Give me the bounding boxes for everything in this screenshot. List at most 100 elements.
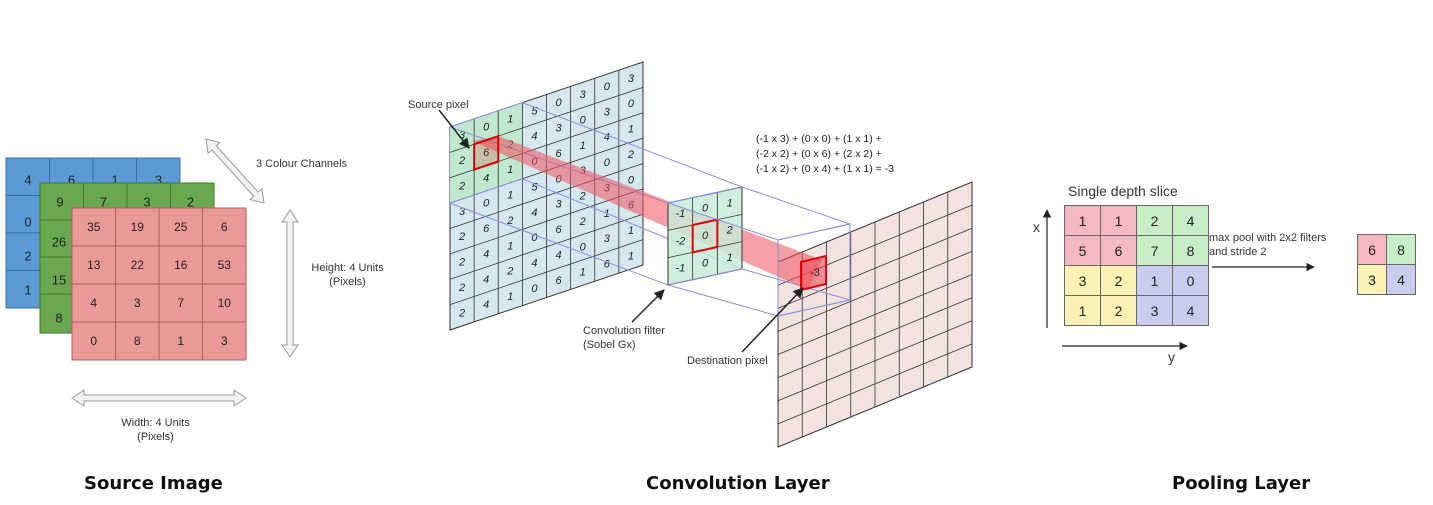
source-cell: 4 xyxy=(531,207,537,219)
source-cell: 0 xyxy=(483,198,490,210)
width-arrow xyxy=(71,389,247,407)
green-cell: 9 xyxy=(56,195,63,210)
red-cell: 10 xyxy=(218,296,232,310)
source-cell: 1 xyxy=(507,164,513,176)
filter-cell: 1 xyxy=(727,252,733,264)
filter-cell: 0 xyxy=(702,257,709,269)
source-cell: 0 xyxy=(628,174,635,186)
green-cell: 26 xyxy=(52,235,66,250)
source-cell: 5 xyxy=(531,181,538,193)
source-cell: 2 xyxy=(458,155,465,167)
source-cell: 3 xyxy=(604,106,611,118)
filter-cell: 1 xyxy=(727,197,733,209)
equation-line-1: (-1 x 3) + (0 x 0) + (1 x 1) + xyxy=(756,133,882,145)
maxpool-label-line1: max pool with 2x2 filters xyxy=(1209,232,1327,244)
source-cell: 6 xyxy=(556,224,563,236)
channels-arrow xyxy=(205,138,265,204)
pool-input-cell: 1 xyxy=(1136,265,1173,296)
source-cell: 3 xyxy=(459,206,466,218)
source-highlight-region xyxy=(450,102,523,204)
pool-input-cell: 4 xyxy=(1172,295,1209,326)
source-cell: 4 xyxy=(483,248,489,260)
filter-cell: -1 xyxy=(675,263,685,275)
red-cell: 4 xyxy=(90,296,97,310)
source-cell: 1 xyxy=(628,250,634,262)
source-cell: 0 xyxy=(531,232,538,244)
equation-line-2: (-2 x 2) + (0 x 6) + (2 x 2) + xyxy=(756,148,882,160)
red-cell: 16 xyxy=(174,258,188,272)
red-cell: 0 xyxy=(90,334,97,348)
destination-pixel xyxy=(800,254,827,292)
red-cell: 13 xyxy=(87,258,101,272)
source-cell: 1 xyxy=(507,291,513,303)
source-cell: 0 xyxy=(580,241,587,253)
green-cell: 2 xyxy=(187,195,194,210)
source-cell: 2 xyxy=(579,191,586,203)
pool-output-cell: 3 xyxy=(1357,264,1387,295)
projection-frame xyxy=(667,268,851,317)
source-cell: 4 xyxy=(483,299,489,311)
pool-input-cell: 0 xyxy=(1172,265,1209,296)
pool-input-cell: 2 xyxy=(1136,205,1173,236)
pool-input-cell: 2 xyxy=(1100,265,1137,296)
destination-grid-line xyxy=(777,251,973,332)
pool-input-cell: 3 xyxy=(1064,265,1101,296)
height-label-line1: Height: 4 Units xyxy=(311,262,384,274)
filter-cell: 2 xyxy=(726,225,733,237)
green-cell: 8 xyxy=(55,311,62,326)
source-cell: 0 xyxy=(604,157,611,169)
source-cell: 3 xyxy=(556,199,563,211)
width-label: Width: 4 Units (Pixels) xyxy=(108,416,203,444)
destination-value: -3 xyxy=(810,267,820,279)
source-cell: 6 xyxy=(483,223,490,235)
filter-cell: 0 xyxy=(702,230,709,242)
source-pixel-label: Source pixel xyxy=(408,99,469,111)
source-grid-line xyxy=(449,213,644,280)
red-cell: 25 xyxy=(174,220,188,234)
width-label-line2: (Pixels) xyxy=(137,431,174,443)
source-cell: 2 xyxy=(458,180,465,192)
red-cell: 7 xyxy=(177,296,184,310)
x-axis-label: x xyxy=(1033,219,1040,235)
source-cell: 1 xyxy=(580,267,586,279)
source-cell: 3 xyxy=(556,123,563,135)
source-cell: 4 xyxy=(604,132,610,144)
red-cell: 22 xyxy=(131,258,145,272)
source-cell: 2 xyxy=(458,282,465,294)
pool-input-cell: 1 xyxy=(1064,295,1101,326)
source-cell: 6 xyxy=(556,148,563,160)
filter-label-line2: (Sobel Gx) xyxy=(583,339,636,351)
source-cell: 1 xyxy=(507,190,513,202)
source-cell: 6 xyxy=(604,259,611,271)
maxpool-label-line2: and stride 2 xyxy=(1209,246,1267,258)
source-image-title: Source Image xyxy=(84,473,223,494)
red-cell: 35 xyxy=(87,220,101,234)
pool-output-cell: 6 xyxy=(1357,234,1387,265)
source-cell: 4 xyxy=(531,131,537,143)
blue-cell: 0 xyxy=(24,215,31,230)
source-cell: 0 xyxy=(628,98,635,110)
source-cell: 0 xyxy=(604,81,611,93)
destination-pixel-pointer xyxy=(741,287,804,353)
source-grid-line xyxy=(449,163,644,229)
pool-input-cell: 6 xyxy=(1100,235,1137,266)
source-cell: 3 xyxy=(459,130,466,142)
convolution-layer-title: Convolution Layer xyxy=(646,473,830,494)
filter-cell: -1 xyxy=(675,208,685,220)
pool-input-cell: 3 xyxy=(1136,295,1173,326)
green-cell: 3 xyxy=(143,195,150,210)
width-label-line1: Width: 4 Units xyxy=(121,417,190,429)
destination-pixel-label: Destination pixel xyxy=(687,355,768,367)
pool-input-cell: 2 xyxy=(1100,295,1137,326)
red-cell: 3 xyxy=(134,296,141,310)
source-cell: 4 xyxy=(483,172,489,184)
source-cell: 4 xyxy=(531,258,537,270)
height-arrow xyxy=(281,209,299,358)
red-cell: 6 xyxy=(221,220,228,234)
source-cell: 4 xyxy=(556,249,562,261)
